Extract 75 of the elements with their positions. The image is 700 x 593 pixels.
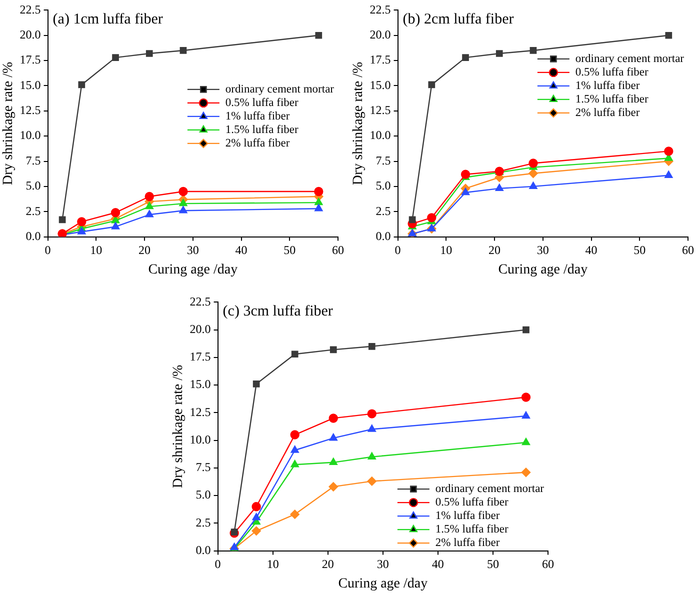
x-tick-label: 10 [266,557,279,572]
x-axis-title: Curing age /day [148,262,238,278]
x-tick-label: 0 [394,243,401,258]
y-tick-label: 10.0 [20,128,41,142]
x-tick-label: 20 [488,243,501,258]
x-tick-label: 10 [440,243,452,258]
x-tick-label: 60 [682,243,694,258]
x-tick-label: 50 [284,243,296,258]
legend-label: 0.5% luffa fiber [575,66,649,78]
y-tick-label: 20.0 [20,28,41,42]
y-tick-label: 7.5 [196,460,211,474]
chart-title: (a) 1cm luffa fiber [52,12,163,28]
x-tick-label: 60 [542,557,554,572]
x-tick-label: 40 [585,243,598,258]
y-tick-label: 7.5 [26,153,41,168]
y-tick-label: 17.5 [190,350,211,364]
legend-label: ordinary cement mortar [435,483,544,496]
y-tick-label: 20.0 [370,28,391,42]
y-axis-title: Dry shrinkage rate /% [171,364,186,488]
y-tick-label: 0.0 [196,542,211,557]
x-tick-label: 30 [186,243,199,258]
y-tick-label: 22.5 [20,2,41,16]
y-tick-label: 10.0 [370,128,391,142]
y-axis-title: Dry shrinkage rate /% [1,62,16,186]
legend-label: 0.5% luffa fiber [435,496,509,509]
y-tick-label: 10.0 [190,432,211,446]
y-tick-label: 20.0 [190,322,211,336]
x-tick-label: 50 [634,243,646,258]
legend-label: 2% luffa fiber [225,137,290,150]
y-tick-label: 0.0 [376,228,391,243]
y-tick-label: 7.5 [376,153,391,168]
x-tick-label: 20 [138,243,151,258]
y-tick-label: 15.0 [370,78,391,92]
y-tick-label: 2.5 [196,515,211,530]
x-axis-title: Curing age /day [498,262,588,278]
x-tick-label: 0 [44,243,51,258]
x-tick-label: 50 [486,557,499,572]
y-tick-label: 5.0 [26,178,41,193]
legend-label: 1% luffa fiber [225,110,290,122]
x-tick-label: 0 [214,557,221,572]
legend-label: 1% luffa fiber [435,510,500,522]
chart-title: (c) 3cm luffa fiber [222,304,333,320]
x-axis-title: Curing age /day [338,576,428,592]
legend-label: ordinary cement mortar [575,52,684,65]
x-tick-label: 10 [90,243,102,258]
legend-label: ordinary cement mortar [225,83,334,96]
y-tick-label: 5.0 [196,488,211,502]
y-tick-label: 15.0 [20,78,41,92]
legend-label: 1.5% luffa fiber [575,93,649,106]
chart-title: (b) 2cm luffa fiber [402,12,514,28]
y-tick-label: 12.5 [190,404,211,419]
y-tick-label: 0.0 [26,228,41,243]
y-tick-label: 17.5 [370,52,391,67]
x-tick-label: 30 [376,557,389,572]
y-tick-label: 5.0 [376,178,391,193]
x-tick-label: 40 [235,243,248,258]
x-tick-label: 60 [332,243,344,258]
x-tick-label: 20 [322,557,334,572]
legend-label: 1% luffa fiber [575,80,640,92]
legend-label: 2% luffa fiber [575,106,640,119]
y-tick-label: 2.5 [376,204,391,218]
x-tick-label: 40 [432,557,444,572]
y-tick-label: 12.5 [20,103,41,118]
y-tick-label: 17.5 [20,52,41,67]
legend-label: 1.5% luffa fiber [225,124,299,136]
y-tick-label: 15.0 [190,377,211,392]
legend-label: 0.5% luffa fiber [225,96,299,109]
legend-label: 2% luffa fiber [435,537,500,550]
y-tick-label: 22.5 [370,2,391,16]
legend-label: 1.5% luffa fiber [435,524,509,536]
y-tick-label: 2.5 [26,204,41,218]
y-axis-title: Dry shrinkage rate /% [351,62,366,186]
x-tick-label: 30 [536,243,549,258]
y-tick-label: 22.5 [190,294,211,308]
y-tick-label: 12.5 [370,103,391,118]
